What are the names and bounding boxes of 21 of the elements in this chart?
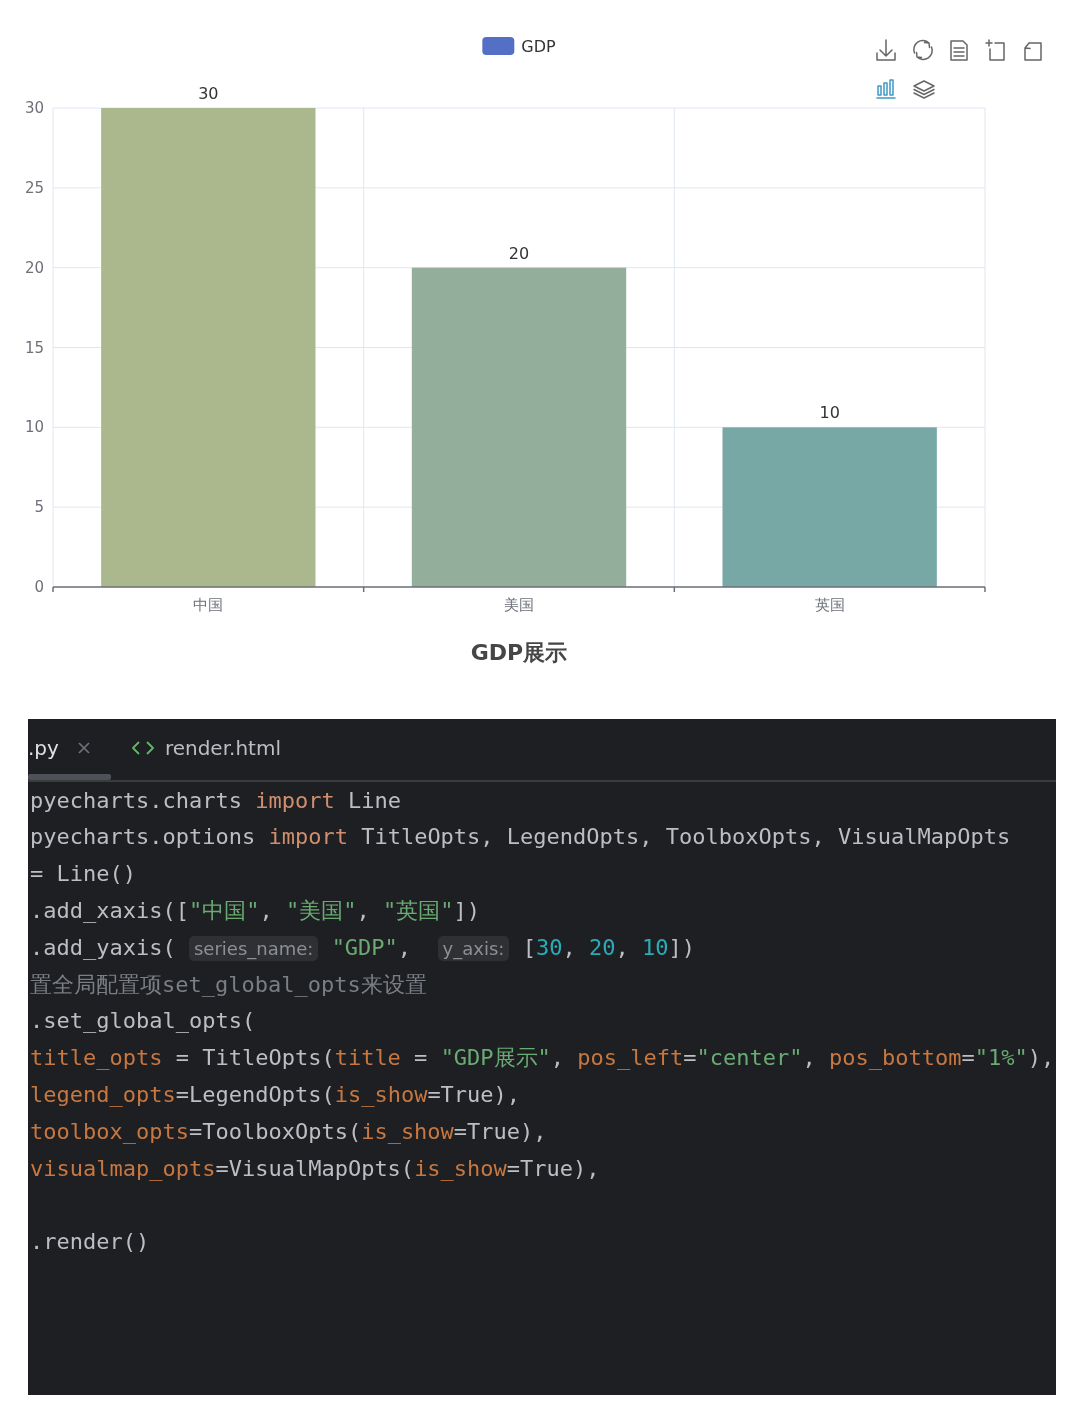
y-tick-label: 0 <box>34 578 44 596</box>
bar <box>722 427 937 587</box>
y-tick-label: 10 <box>24 418 44 437</box>
y-tick-label: 30 <box>24 99 44 117</box>
y-tick-label: 25 <box>24 178 44 197</box>
x-tick-label: 英国 <box>814 596 845 614</box>
x-tick-label: 美国 <box>504 596 534 614</box>
data-label: 10 <box>819 403 840 423</box>
bar <box>411 267 627 587</box>
data-label: 20 <box>508 243 530 263</box>
text: render.html <box>164 736 281 760</box>
y-tick-label: 15 <box>24 338 44 357</box>
text: GDP展示 <box>470 640 568 665</box>
text: .py <box>28 736 59 760</box>
legend: GDP <box>482 36 556 56</box>
x-tick-label: 中国 <box>193 596 224 614</box>
bar <box>101 108 316 587</box>
y-tick-label: 5 <box>34 498 44 517</box>
text: pyecharts.charts import Line pyecharts.options import TitleOpts, LegendOpts, ToolboxOpts, VisualMapOpts = Line() .add_xaxis(["中国", "美国", "英国"]) .add_yaxis( series_name: "GDP", y_axis: [30, 20, 10]) 置全局配置项set_global_opts来设置 .set_global_opts( title_opts = TitleOpts(title = "GDP展示", pos_left="center", pos_bottom="1%"), legend_opts=LegendOpts(is_show=True), toolbox_opts=ToolboxOpts(is_show=True), visualmap_opts=VisualMapOpts(is_show=True), .render() <box>30 787 1055 1255</box>
data-label: 30 <box>198 84 219 103</box>
y-tick-label: 20 <box>24 258 44 277</box>
